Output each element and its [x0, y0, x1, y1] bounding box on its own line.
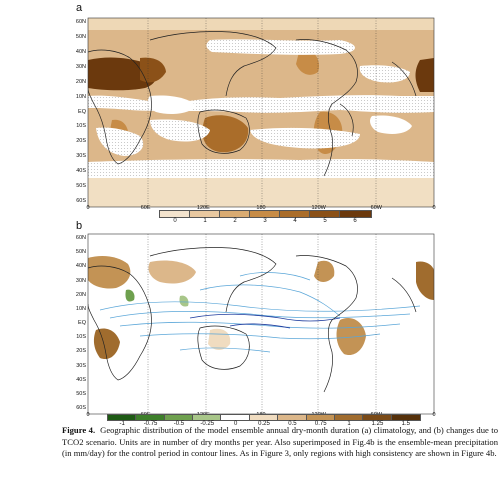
colorbar-tick-label: 0 — [233, 421, 238, 427]
lat-label: 10N — [75, 93, 86, 100]
colorbar-swatch — [163, 414, 195, 421]
colorbar-swatch — [277, 414, 309, 421]
lat-label: 30N — [75, 63, 86, 70]
panel-a-gridlines — [147, 18, 377, 207]
panel-b-colorbar — [107, 414, 422, 421]
lat-label: 50S — [76, 183, 86, 190]
lat-label: 10N — [75, 305, 86, 312]
lat-label: 10S — [76, 334, 86, 341]
lon-label: 60E — [140, 205, 151, 211]
lon-label: 60W — [370, 205, 382, 211]
colorbar-tick-label: 0.25 — [258, 421, 270, 427]
lat-label: 60S — [76, 405, 86, 411]
lat-label: 60N — [75, 235, 86, 241]
colorbar-tick-label: 1.25 — [371, 421, 384, 427]
lat-label: 20S — [76, 138, 86, 145]
colorbar-tick-label: 6 — [353, 218, 357, 224]
panel-b-coastlines — [88, 247, 417, 393]
panel-a-coastlines — [88, 31, 417, 177]
colorbar-tick-label: 3 — [263, 218, 267, 224]
lat-label: 40N — [75, 48, 86, 55]
lat-label: 50S — [76, 390, 86, 397]
colorbar-swatch — [192, 414, 223, 421]
caption-text: Geographic distribution of the model ens… — [62, 425, 498, 458]
lat-label: 30N — [75, 277, 86, 284]
colorbar-tick-label: 0.75 — [314, 421, 327, 427]
lat-label: 50N — [75, 33, 86, 40]
panel-b-letter: b — [76, 220, 83, 232]
colorbar-swatch — [220, 414, 252, 421]
lat-label: 20N — [75, 78, 86, 85]
panel-b-contours — [99, 272, 421, 353]
panel-b-contours-dark — [189, 313, 341, 329]
lon-label: 180 — [256, 205, 266, 211]
lat-label: 20S — [76, 348, 86, 355]
lat-label: 40N — [75, 263, 86, 270]
lon-label: 0 — [432, 412, 436, 418]
colorbar-swatch — [189, 210, 222, 218]
panel-a-field — [88, 18, 434, 207]
panel-b-gridlines — [147, 234, 377, 414]
panel-b-field — [88, 234, 434, 414]
colorbar-swatch — [159, 210, 192, 218]
panel-a-frame — [87, 17, 435, 208]
colorbar-swatch — [249, 210, 282, 218]
colorbar-tick-label: 0.5 — [288, 421, 297, 427]
colorbar-swatch — [135, 414, 167, 421]
lon-label: 0 — [86, 205, 90, 211]
lat-label: 20N — [75, 291, 86, 298]
colorbar-tick-label: 1 — [203, 218, 207, 224]
colorbar-swatch — [309, 210, 342, 218]
lat-label: 60S — [76, 198, 86, 204]
lon-label: 120E — [196, 205, 210, 211]
panel-a-colorbar — [159, 210, 372, 218]
colorbar-tick-label: 4 — [293, 218, 297, 224]
lat-label: 60N — [75, 19, 86, 25]
lat-label: EQ — [78, 108, 86, 115]
colorbar-tick-label: -1 — [119, 421, 125, 427]
figure-caption: Figure 4. Geographic distribution of the… — [62, 425, 498, 460]
colorbar-swatch — [333, 414, 365, 421]
colorbar-swatch — [107, 414, 138, 421]
colorbar-swatch — [219, 210, 252, 218]
lat-label: 10S — [76, 123, 86, 130]
colorbar-swatch — [305, 414, 337, 421]
lat-label: 40S — [76, 376, 86, 383]
lon-label: 120W — [311, 205, 326, 211]
colorbar-swatch — [279, 210, 312, 218]
lat-label: EQ — [78, 320, 86, 326]
lat-label: 30S — [76, 153, 86, 160]
caption-label: Figure 4. — [62, 425, 96, 435]
colorbar-tick-label: 1.5 — [401, 421, 410, 427]
panel-a-letter: a — [76, 2, 83, 14]
colorbar-tick-label: 0 — [173, 218, 177, 224]
lat-label: 40S — [76, 168, 86, 175]
panel-b-frame — [87, 233, 435, 415]
colorbar-swatch — [248, 414, 280, 421]
colorbar-tick-label: -0.75 — [143, 421, 158, 427]
colorbar-swatch — [362, 414, 394, 421]
colorbar-tick-label: 2 — [233, 218, 237, 224]
colorbar-swatch — [339, 210, 372, 218]
lon-label: 0 — [86, 412, 90, 418]
lat-label: 50N — [75, 249, 86, 256]
colorbar-swatch — [390, 414, 422, 421]
colorbar-tick-label: -0.5 — [173, 421, 185, 427]
lon-label: 0 — [432, 205, 436, 211]
colorbar-tick-label: 5 — [323, 218, 327, 224]
colorbar-tick-label: 1 — [347, 421, 351, 427]
colorbar-tick-label: -0.25 — [200, 421, 215, 427]
lat-label: 30S — [76, 362, 86, 369]
